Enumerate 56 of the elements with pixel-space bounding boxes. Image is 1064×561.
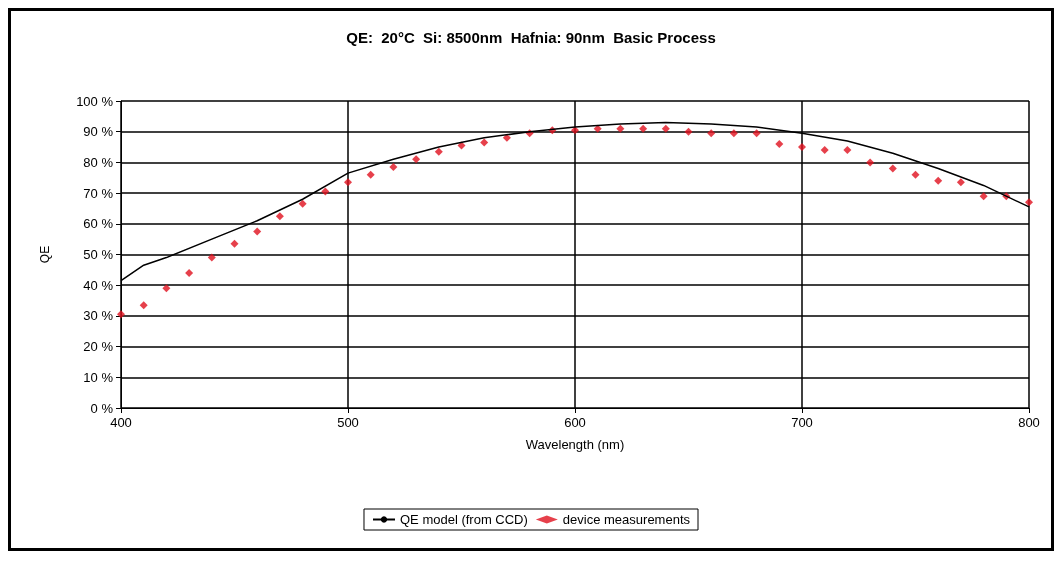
x-tick-label: 400 bbox=[110, 415, 132, 430]
point bbox=[843, 146, 852, 155]
point bbox=[480, 138, 489, 147]
point bbox=[344, 178, 352, 187]
point bbox=[979, 192, 988, 201]
point bbox=[956, 178, 965, 187]
y-tick-label: 100 % bbox=[76, 93, 114, 109]
y-tick-label: 40 % bbox=[83, 277, 114, 293]
y-tick-label: 0 % bbox=[90, 400, 114, 416]
point bbox=[593, 124, 602, 133]
y-tick-label: 60 % bbox=[83, 216, 114, 232]
point bbox=[934, 176, 943, 185]
x-tick-label: 500 bbox=[337, 415, 359, 430]
point bbox=[275, 212, 284, 221]
y-tick-label: 70 % bbox=[83, 185, 114, 201]
y-axis-title: QE bbox=[38, 245, 52, 264]
point bbox=[616, 124, 625, 133]
point bbox=[457, 141, 466, 150]
point bbox=[752, 129, 761, 138]
point bbox=[389, 163, 398, 172]
y-tick-label: 80 % bbox=[83, 154, 114, 170]
x-axis-title: Wavelength (nm) bbox=[525, 437, 625, 452]
chart-title: QE: 20°C Si: 8500nm Hafnia: 90nm Basic Process bbox=[346, 29, 716, 46]
point bbox=[911, 170, 920, 179]
point bbox=[321, 187, 330, 196]
point bbox=[888, 164, 897, 173]
y-tick-label: 20 % bbox=[83, 339, 114, 355]
point bbox=[775, 139, 784, 148]
point bbox=[185, 268, 194, 277]
point bbox=[639, 124, 648, 133]
y-tick-label: 10 % bbox=[83, 369, 114, 385]
y-tick-label: 50 % bbox=[83, 247, 114, 262]
y-tick-label: 90 % bbox=[83, 124, 114, 140]
point bbox=[866, 158, 875, 167]
point bbox=[707, 129, 716, 138]
point bbox=[162, 284, 171, 293]
point bbox=[253, 227, 262, 236]
x-tick-label: 600 bbox=[564, 415, 586, 430]
point bbox=[230, 239, 239, 248]
point bbox=[684, 127, 693, 136]
point bbox=[820, 146, 829, 155]
point bbox=[729, 129, 738, 138]
legend-label: QE model (from CCD) bbox=[399, 512, 528, 527]
y-tick-label: 30 % bbox=[83, 308, 114, 324]
point bbox=[139, 301, 148, 310]
point bbox=[798, 143, 806, 152]
legend-label: device measurements bbox=[562, 512, 691, 527]
x-tick-label: 700 bbox=[791, 415, 813, 430]
point bbox=[1025, 198, 1033, 207]
point bbox=[434, 147, 443, 156]
x-tick-label: 800 bbox=[1018, 415, 1040, 430]
point bbox=[298, 199, 307, 208]
point bbox=[366, 170, 375, 179]
point bbox=[412, 155, 421, 164]
point bbox=[207, 253, 216, 262]
point bbox=[661, 124, 670, 133]
